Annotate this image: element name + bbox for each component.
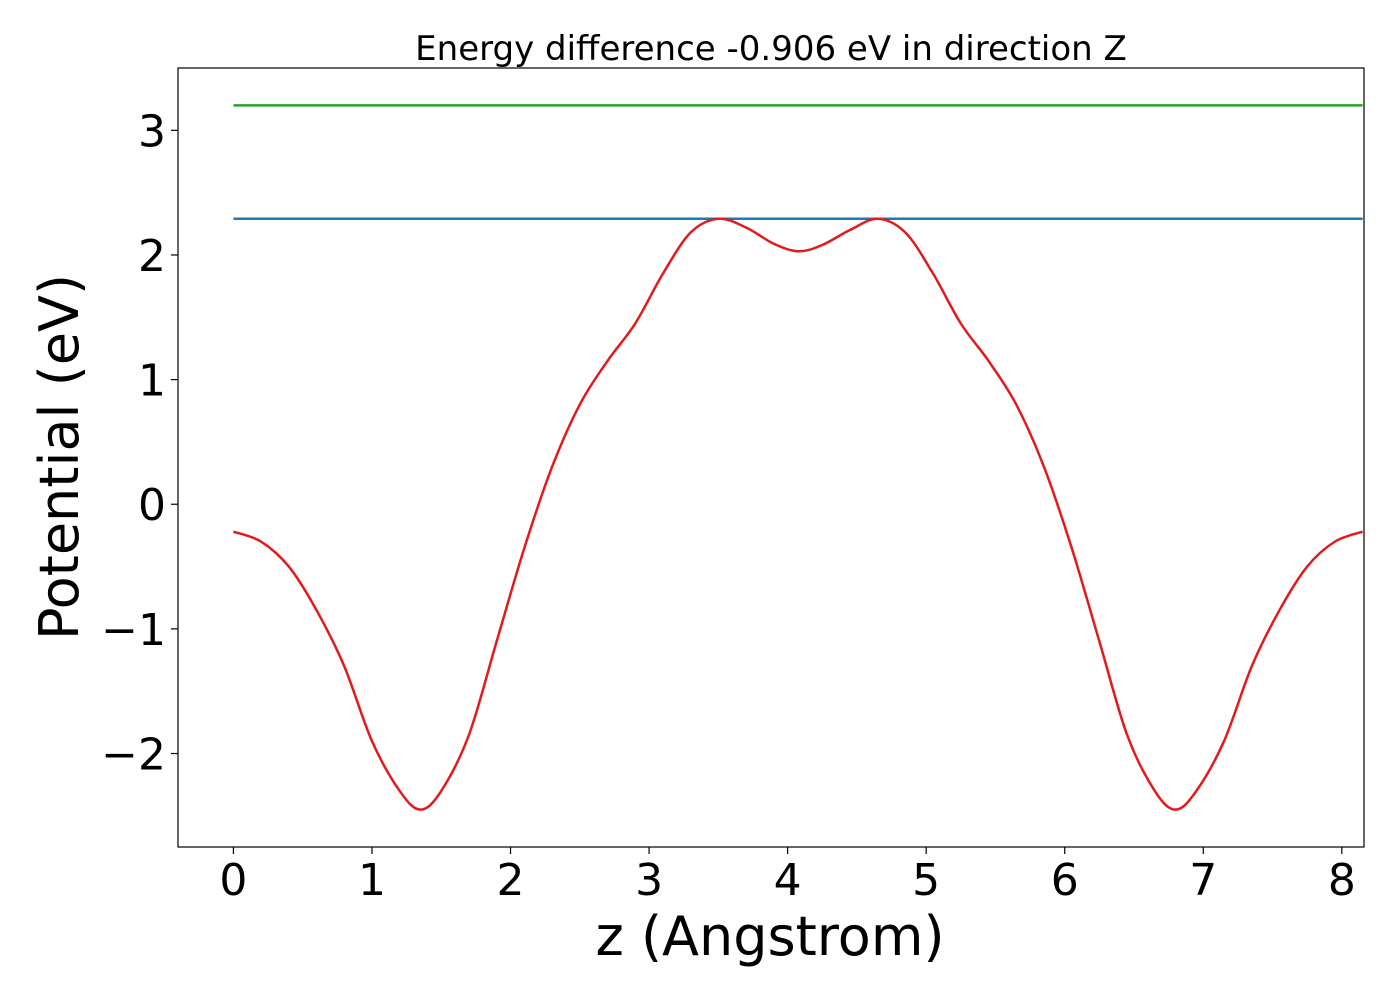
- y-axis-label: Potential (eV): [28, 274, 91, 640]
- x-tick-label: 0: [219, 855, 247, 906]
- y-tick-label: 1: [138, 356, 166, 407]
- y-tick-label: −2: [101, 730, 166, 781]
- y-tick-label: 0: [138, 480, 166, 531]
- chart-title: Energy difference -0.906 eV in direction…: [415, 29, 1127, 69]
- ticks-layer: 0 1 2 3 4 5 6 7 8 −2 −1 0 1 2 3: [101, 106, 1356, 906]
- x-tick-label: 7: [1189, 855, 1217, 906]
- x-tick-label: 2: [497, 855, 525, 906]
- x-tick-label: 8: [1328, 855, 1356, 906]
- series-line-2: [232, 217, 1364, 811]
- x-tick-label: 5: [912, 855, 940, 906]
- plot-frame: [177, 67, 1365, 848]
- x-tick-label: 1: [358, 855, 386, 906]
- series-layer: [232, 104, 1364, 811]
- x-tick-label: 4: [774, 855, 802, 906]
- y-tick-label: −1: [101, 605, 166, 656]
- x-tick-label: 3: [635, 855, 663, 906]
- y-tick-label: 3: [138, 106, 166, 157]
- x-tick-label: 6: [1051, 855, 1079, 906]
- y-tick-label: 2: [138, 231, 166, 282]
- x-axis-label: z (Angstrom): [595, 905, 944, 968]
